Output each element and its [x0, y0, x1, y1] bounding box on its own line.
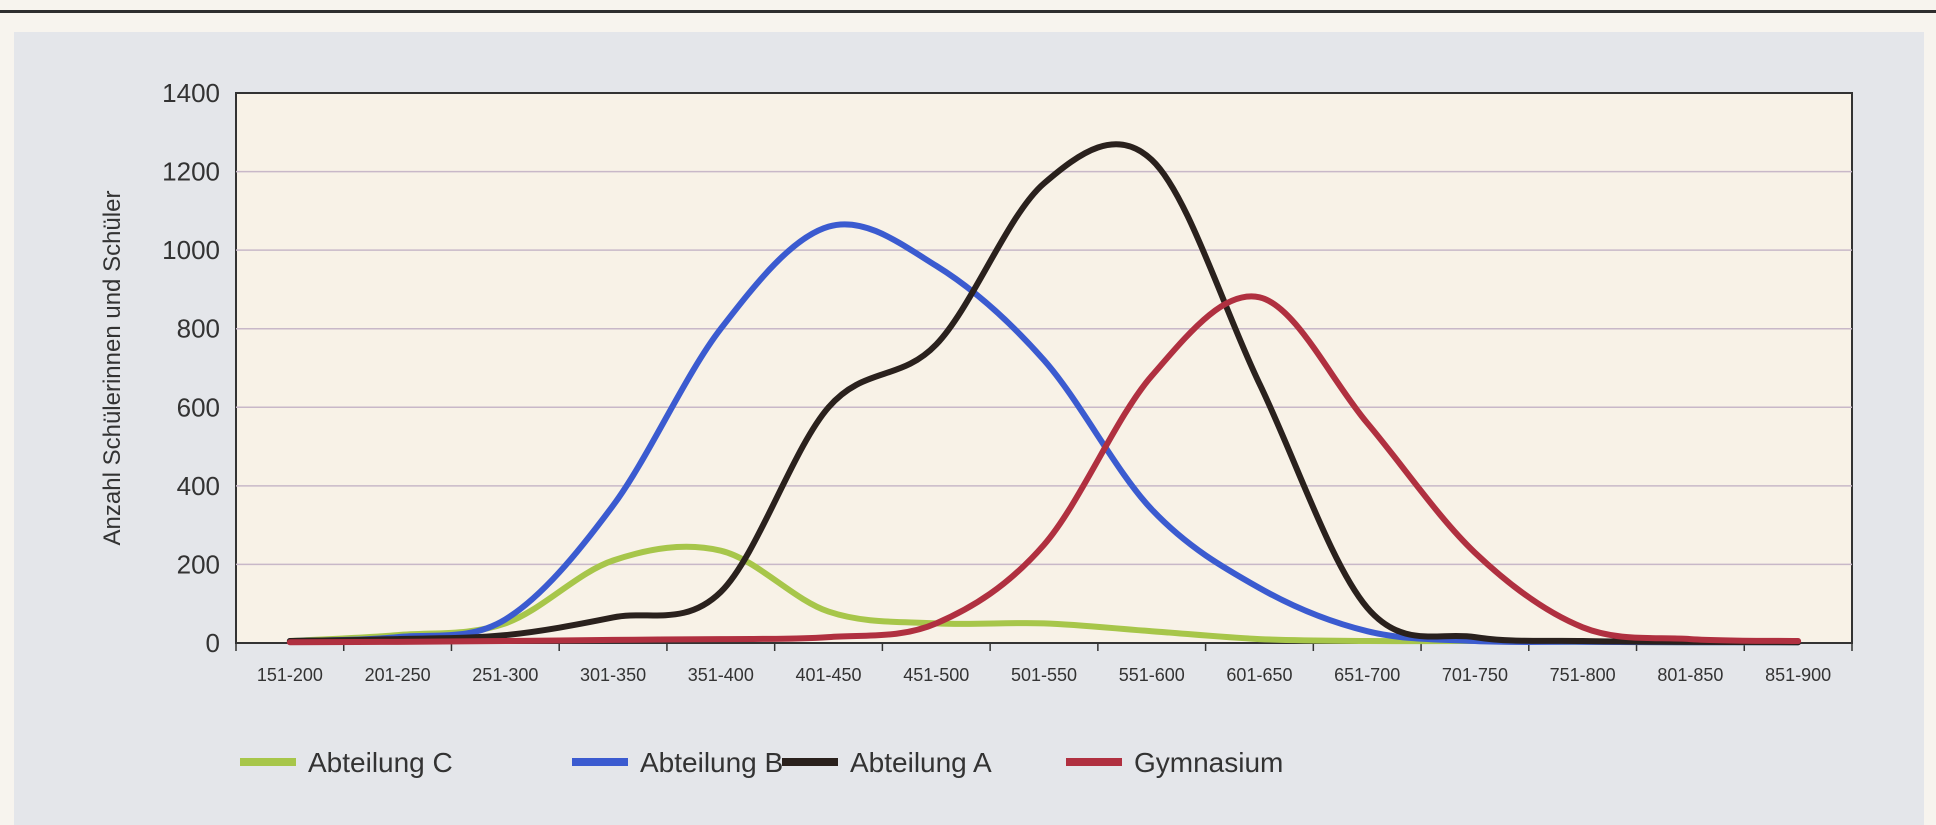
y-axis-label: Anzahl Schülerinnen und Schüler — [99, 191, 126, 546]
y-tick-label: 1000 — [162, 235, 220, 265]
y-tick-label: 600 — [177, 392, 220, 422]
legend-label-gymnasium: Gymnasium — [1134, 747, 1283, 778]
x-tick-label: 401-450 — [796, 665, 862, 685]
x-tick-label: 551-600 — [1119, 665, 1185, 685]
series-line-gymnasium — [286, 293, 1802, 646]
x-tick-label: 751-800 — [1550, 665, 1616, 685]
y-tick-label: 0 — [206, 628, 220, 658]
x-axis-ticks: 151-200 201-250 251-300 301-350 351-400 401-4… — [235, 643, 1853, 685]
y-tick-label: 400 — [177, 471, 220, 501]
x-tick-label: 601-650 — [1226, 665, 1292, 685]
legend-label-abteilung-b: Abteilung B — [640, 747, 783, 778]
x-tick-label: 651-700 — [1334, 665, 1400, 685]
plot-area — [235, 92, 1853, 644]
gridlines — [236, 170, 1852, 566]
legend: Abteilung C Abteilung B Abteilung A Gymnasi… — [240, 747, 1283, 778]
y-tick-label: 1200 — [162, 157, 220, 187]
y-tick-label: 200 — [177, 549, 220, 579]
legend-label-abteilung-c: Abteilung C — [308, 747, 453, 778]
y-tick-label: 1400 — [162, 78, 220, 108]
top-rule — [0, 10, 1936, 13]
y-axis-ticks: 0 200 400 600 800 1000 1200 1400 — [162, 78, 220, 658]
x-tick-label: 151-200 — [257, 665, 323, 685]
x-tick-label: 201-250 — [365, 665, 431, 685]
x-tick-label: 251-300 — [472, 665, 538, 685]
x-tick-label: 451-500 — [903, 665, 969, 685]
x-tick-label: 301-350 — [580, 665, 646, 685]
x-tick-label: 851-900 — [1765, 665, 1831, 685]
x-tick-label: 801-850 — [1657, 665, 1723, 685]
legend-label-abteilung-a: Abteilung A — [850, 747, 992, 778]
y-tick-label: 800 — [177, 314, 220, 344]
x-tick-label: 351-400 — [688, 665, 754, 685]
series-line-abteilung-a — [286, 141, 1802, 646]
x-tick-label: 501-550 — [1011, 665, 1077, 685]
x-tick-label: 701-750 — [1442, 665, 1508, 685]
series-lines — [286, 141, 1802, 646]
